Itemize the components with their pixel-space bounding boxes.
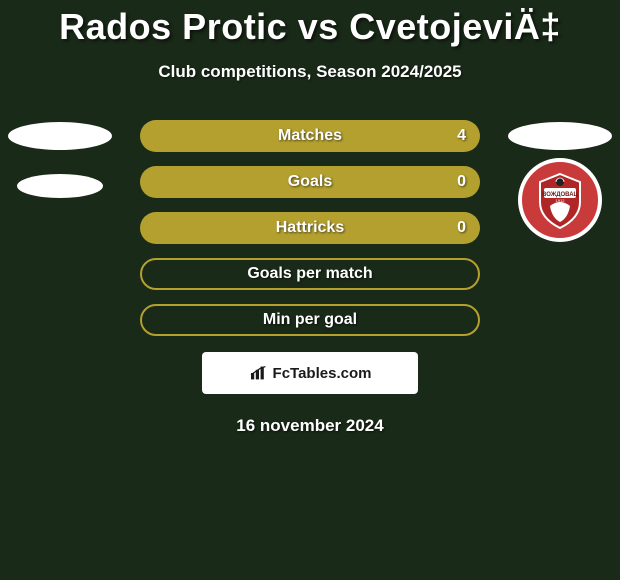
page-subtitle: Club competitions, Season 2024/2025	[0, 62, 620, 82]
stat-label: Goals	[288, 173, 332, 191]
left-badge-column	[8, 122, 112, 198]
stat-bar-matches: Matches 4	[140, 120, 480, 152]
stat-value: 0	[457, 173, 466, 191]
stat-bar-goals: Goals 0	[140, 166, 480, 198]
stat-bar-goals-per-match: Goals per match	[140, 258, 480, 290]
stat-label: Min per goal	[263, 311, 357, 329]
generation-date: 16 november 2024	[0, 416, 620, 436]
right-badge-column: ВОЖДОВАЦ 1912	[508, 122, 612, 242]
stat-label: Goals per match	[247, 265, 372, 283]
page-title: Rados Protic vs CvetojeviÄ‡	[0, 0, 620, 48]
stat-label: Hattricks	[276, 219, 344, 237]
stat-label: Matches	[278, 127, 342, 145]
watermark-text: FcTables.com	[273, 365, 372, 382]
placeholder-ellipse	[508, 122, 612, 150]
stat-value: 4	[457, 127, 466, 145]
bar-chart-icon	[249, 365, 269, 381]
watermark[interactable]: FcTables.com	[202, 352, 418, 394]
placeholder-ellipse	[8, 122, 112, 150]
vozdovac-crest-icon: ВОЖДОВАЦ 1912	[518, 158, 602, 242]
stat-bar-min-per-goal: Min per goal	[140, 304, 480, 336]
stat-bar-hattricks: Hattricks 0	[140, 212, 480, 244]
stats-container: Matches 4 Goals 0 Hattricks 0 Goals per …	[140, 120, 480, 336]
placeholder-ellipse	[17, 174, 103, 198]
stat-value: 0	[457, 219, 466, 237]
